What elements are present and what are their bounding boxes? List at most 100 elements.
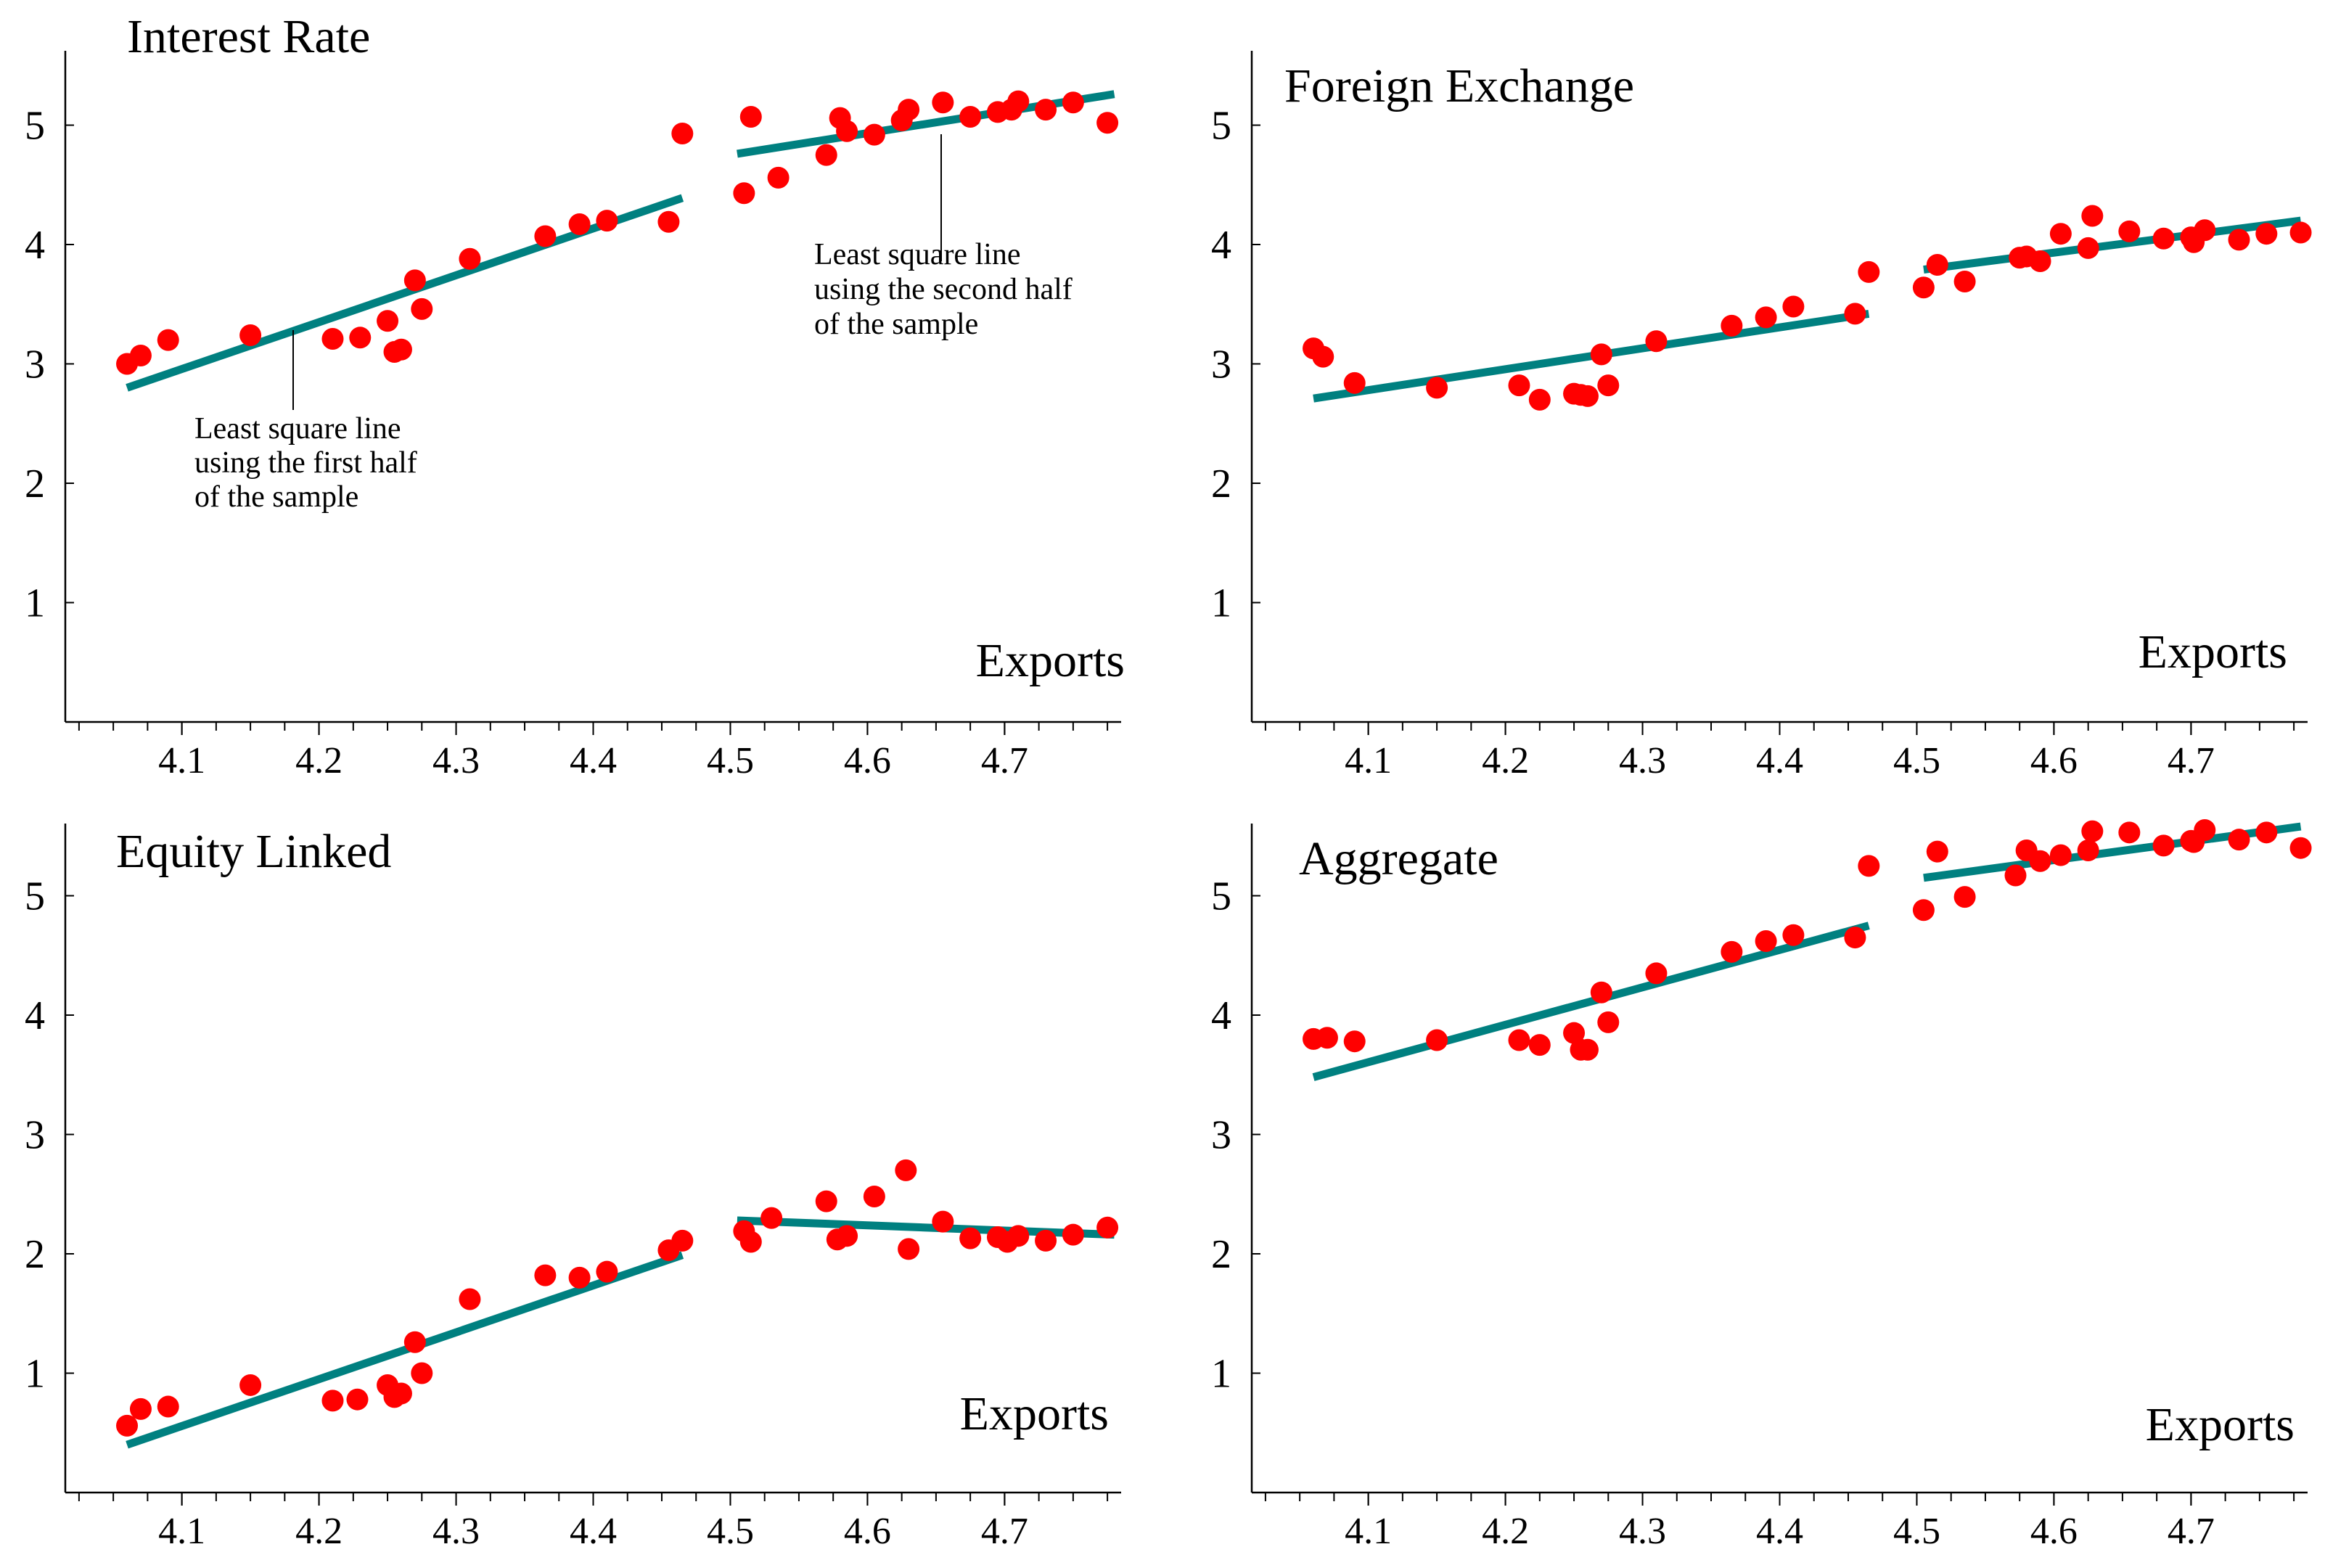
data-point (1912, 899, 1935, 921)
data-point (1755, 306, 1777, 329)
x-tick-label: 4.6 (844, 1511, 891, 1552)
data-point (2077, 839, 2099, 861)
annotation-second-half: Least square line using the second half … (814, 134, 1073, 341)
y-tick-label: 1 (25, 1352, 45, 1397)
x-tick-label: 4.2 (1482, 1511, 1529, 1552)
data-point (959, 1227, 982, 1249)
tick-marks (1252, 895, 2295, 1506)
y-tick-label: 1 (1211, 1352, 1231, 1397)
fit-line-first-half (126, 1251, 684, 1449)
panel-interest-rate: 1 2 3 4 5 4.1 4.2 4.3 4.4 4.5 4.6 4.7 Interest Rat… (25, 10, 1125, 781)
data-point (1007, 1225, 1030, 1247)
x-axis-label: Exports (2146, 1398, 2295, 1451)
data-point (2049, 844, 2072, 866)
data-point (959, 105, 982, 128)
data-point (671, 1229, 694, 1252)
data-point (1426, 377, 1448, 399)
data-point (157, 329, 179, 351)
data-point (2081, 205, 2104, 227)
x-tick-label: 4.2 (1482, 740, 1529, 781)
x-tick-label: 4.3 (1619, 1511, 1666, 1552)
panel-title: Interest Rate (127, 10, 370, 63)
data-point (733, 182, 755, 205)
x-tick-label: 4.6 (2030, 740, 2078, 781)
data-point (1590, 343, 1612, 366)
x-tick-label: 4.4 (1756, 1511, 1803, 1552)
data-point (1858, 260, 1880, 283)
panel-title: Foreign Exchange (1284, 59, 1634, 112)
annotation-line: Least square line (814, 238, 1021, 271)
x-tick-label: 4.3 (432, 1511, 480, 1552)
data-point (1426, 1029, 1448, 1051)
data-point (1721, 940, 1743, 963)
x-tick-label: 4.6 (844, 740, 891, 781)
data-point (1912, 276, 1935, 299)
x-tick-label: 4.3 (432, 740, 480, 781)
data-point (568, 213, 591, 236)
fit-line-second-half (1923, 216, 2302, 274)
tick-marks (1252, 124, 2295, 735)
data-point (836, 120, 858, 142)
data-point (1645, 962, 1668, 985)
x-tick-label: 4.7 (2168, 1511, 2215, 1552)
x-tick-label: 4.6 (2030, 1511, 2078, 1552)
y-tick-label: 5 (25, 104, 45, 149)
data-point (1755, 930, 1777, 953)
y-tick-label: 1 (25, 581, 45, 626)
fit-line-first-half (126, 194, 684, 392)
data-point (1096, 112, 1119, 134)
data-point (1528, 1034, 1551, 1056)
y-tick-labels: 1 2 3 4 5 (25, 104, 45, 626)
data-point (346, 1388, 369, 1411)
data-point (1508, 374, 1530, 397)
x-tick-labels: 4.1 4.2 4.3 4.4 4.5 4.6 4.7 (1345, 740, 2215, 781)
x-tick-label: 4.7 (2168, 740, 2215, 781)
panel-foreign-exchange: 1 2 3 4 5 4.1 4.2 4.3 4.4 4.5 4.6 4.7 Foreign Exch… (1211, 51, 2312, 781)
x-axis-label: Exports (976, 634, 1125, 687)
fit-line-second-half (737, 1216, 1115, 1239)
data-point (1343, 1030, 1366, 1053)
x-tick-labels: 4.1 4.2 4.3 4.4 4.5 4.6 4.7 (158, 1511, 1028, 1552)
data-point (2228, 829, 2250, 851)
x-tick-label: 4.2 (295, 1511, 343, 1552)
data-point (1858, 855, 1880, 877)
data-point (157, 1395, 179, 1418)
y-tick-label: 5 (1211, 104, 1231, 149)
data-point (2029, 850, 2051, 872)
data-point (321, 327, 344, 350)
y-tick-label: 4 (1211, 223, 1231, 268)
x-tick-label: 4.5 (1893, 1511, 1940, 1552)
y-tick-label: 2 (25, 1232, 45, 1277)
data-point (2049, 223, 2072, 245)
data-point (1844, 927, 1866, 949)
data-point (390, 1382, 412, 1405)
data-point (411, 1362, 433, 1384)
y-tick-labels: 1 2 3 4 5 (1211, 874, 1231, 1397)
data-point (898, 1238, 920, 1260)
data-point (129, 344, 152, 366)
data-point (1844, 303, 1866, 325)
x-tick-labels: 4.1 4.2 4.3 4.4 4.5 4.6 4.7 (1345, 1511, 2215, 1552)
data-point (1035, 1229, 1057, 1252)
data-point (1590, 981, 1612, 1003)
data-point (403, 1331, 426, 1353)
data-point (1343, 372, 1366, 394)
data-point (411, 297, 433, 320)
data-points (116, 90, 1119, 375)
data-point (2228, 229, 2250, 251)
data-point (2118, 220, 2141, 242)
data-point (377, 310, 399, 332)
y-tick-labels: 1 2 3 4 5 (1211, 104, 1231, 626)
data-point (1597, 374, 1620, 397)
data-point (815, 144, 837, 166)
y-tick-label: 3 (1211, 342, 1231, 387)
data-point (596, 1260, 618, 1283)
y-tick-label: 4 (1211, 993, 1231, 1038)
fit-lines (1313, 216, 2302, 403)
data-point (739, 1231, 762, 1253)
data-point (596, 210, 618, 232)
data-point (534, 225, 557, 247)
y-tick-label: 2 (1211, 1232, 1231, 1277)
data-point (1062, 91, 1084, 114)
data-point (1926, 253, 1948, 276)
